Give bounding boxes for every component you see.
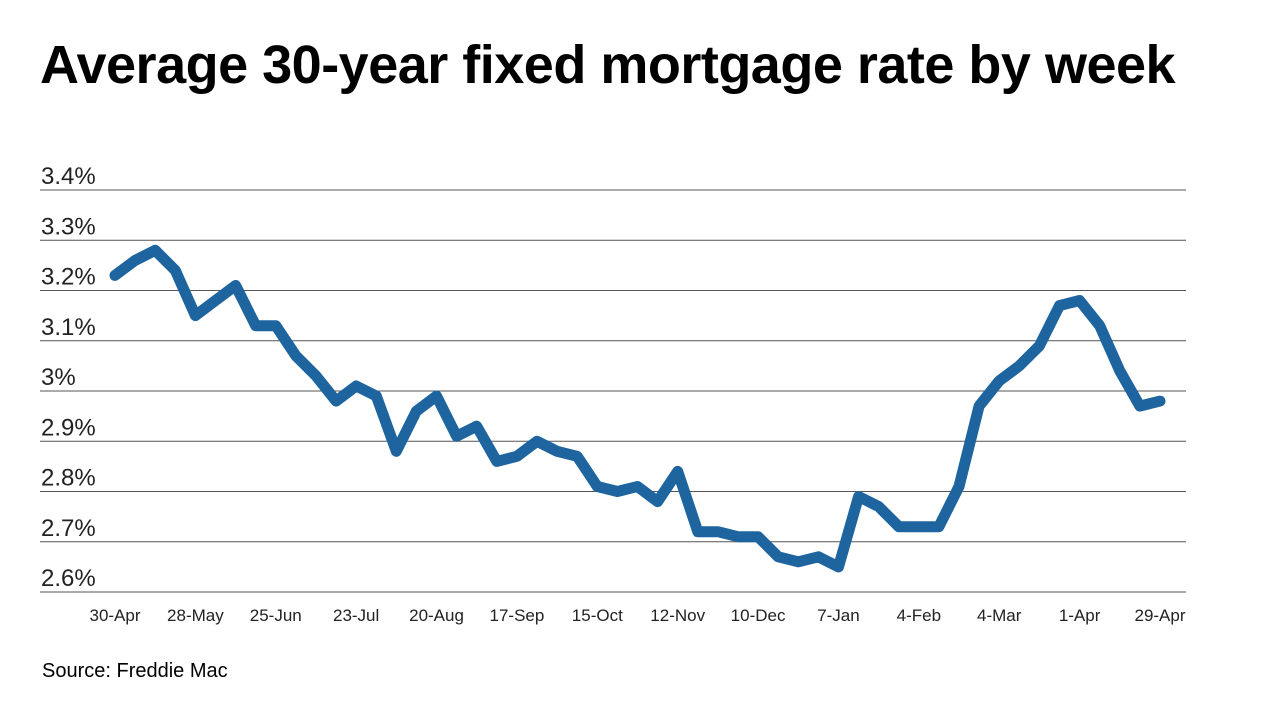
data-point [415, 410, 417, 412]
data-point [1139, 405, 1141, 407]
data-point [998, 380, 1000, 382]
x-tick-label: 23-Jul [333, 606, 379, 625]
data-point [1079, 300, 1081, 301]
data-point [476, 425, 478, 427]
gridlines [40, 189, 1186, 593]
data-point [456, 435, 458, 437]
data-point [898, 526, 900, 528]
data-point [516, 455, 518, 457]
x-tick-label: 4-Feb [897, 606, 941, 625]
data-point [194, 315, 196, 317]
data-point [1099, 325, 1101, 327]
x-tick-label: 10-Dec [731, 606, 786, 625]
data-point [295, 355, 297, 357]
data-point [174, 269, 176, 271]
data-point [1038, 345, 1040, 347]
data-point [235, 285, 237, 286]
data-point [817, 556, 819, 558]
y-tick-label: 2.7% [41, 515, 96, 542]
y-tick-label: 3.4% [41, 163, 96, 190]
y-tick-label: 3.2% [41, 264, 96, 291]
data-point [938, 526, 940, 528]
data-point [657, 501, 659, 503]
data-point [838, 566, 839, 568]
y-tick-label: 3.3% [41, 213, 96, 240]
data-point [395, 450, 397, 452]
series-line [109, 244, 1166, 573]
data-point [1018, 365, 1020, 367]
series-layer [109, 244, 1166, 573]
data-point [918, 526, 920, 528]
data-point [1119, 370, 1121, 372]
y-tick-label: 2.6% [41, 565, 96, 592]
data-point [677, 470, 679, 472]
data-point [536, 440, 538, 442]
y-tick-label: 3% [41, 364, 76, 391]
y-axis-tick-labels: 2.6% 2.7% 2.8% 2.9% 3% 3.1% 3.2% 3.3% 3.4% [41, 163, 96, 592]
data-point [375, 395, 377, 397]
y-tick-label: 3.1% [41, 314, 96, 341]
data-point [556, 450, 558, 452]
x-tick-label: 12-Nov [650, 606, 705, 625]
data-point [114, 274, 116, 276]
x-tick-label: 20-Aug [409, 606, 464, 625]
data-point [315, 375, 317, 377]
data-point [576, 455, 578, 457]
y-tick-label: 2.9% [41, 414, 96, 441]
x-tick-label: 4-Mar [977, 606, 1022, 625]
data-point [637, 486, 638, 487]
x-tick-label: 25-Jun [250, 606, 302, 625]
data-point [858, 496, 860, 497]
data-point [717, 531, 719, 533]
x-tick-label: 7-Jan [817, 606, 860, 625]
data-point [1059, 305, 1060, 307]
data-point [596, 486, 598, 487]
x-tick-label: 29-Apr [1134, 606, 1185, 625]
data-point [878, 506, 880, 508]
data-point [134, 259, 136, 261]
data-point [958, 486, 960, 487]
y-tick-label: 2.8% [41, 465, 96, 492]
x-tick-label: 28-May [167, 606, 224, 625]
data-point [275, 325, 277, 327]
data-point [697, 531, 699, 533]
data-point [616, 491, 618, 492]
source-note: Source: Freddie Mac [42, 660, 228, 682]
data-point [496, 460, 498, 462]
data-point [255, 325, 257, 327]
data-point [355, 385, 357, 387]
data-point [757, 536, 759, 538]
data-point [777, 556, 779, 558]
x-axis-tick-labels: 30-Apr 28-May 25-Jun 23-Jul 20-Aug 17-Sep 15-O… [89, 606, 1185, 625]
data-point [1159, 400, 1161, 402]
data-point [978, 405, 980, 407]
x-tick-label: 15-Oct [572, 606, 623, 625]
data-point [335, 400, 337, 402]
data-point [154, 249, 156, 251]
x-tick-label: 1-Apr [1059, 606, 1101, 625]
x-tick-label: 30-Apr [89, 606, 140, 625]
data-point [737, 536, 739, 538]
data-point [436, 395, 437, 397]
data-point [215, 300, 216, 301]
x-tick-label: 17-Sep [490, 606, 545, 625]
data-point [797, 561, 799, 563]
chart-title: Average 30-year fixed mortgage rate by w… [40, 35, 1176, 95]
